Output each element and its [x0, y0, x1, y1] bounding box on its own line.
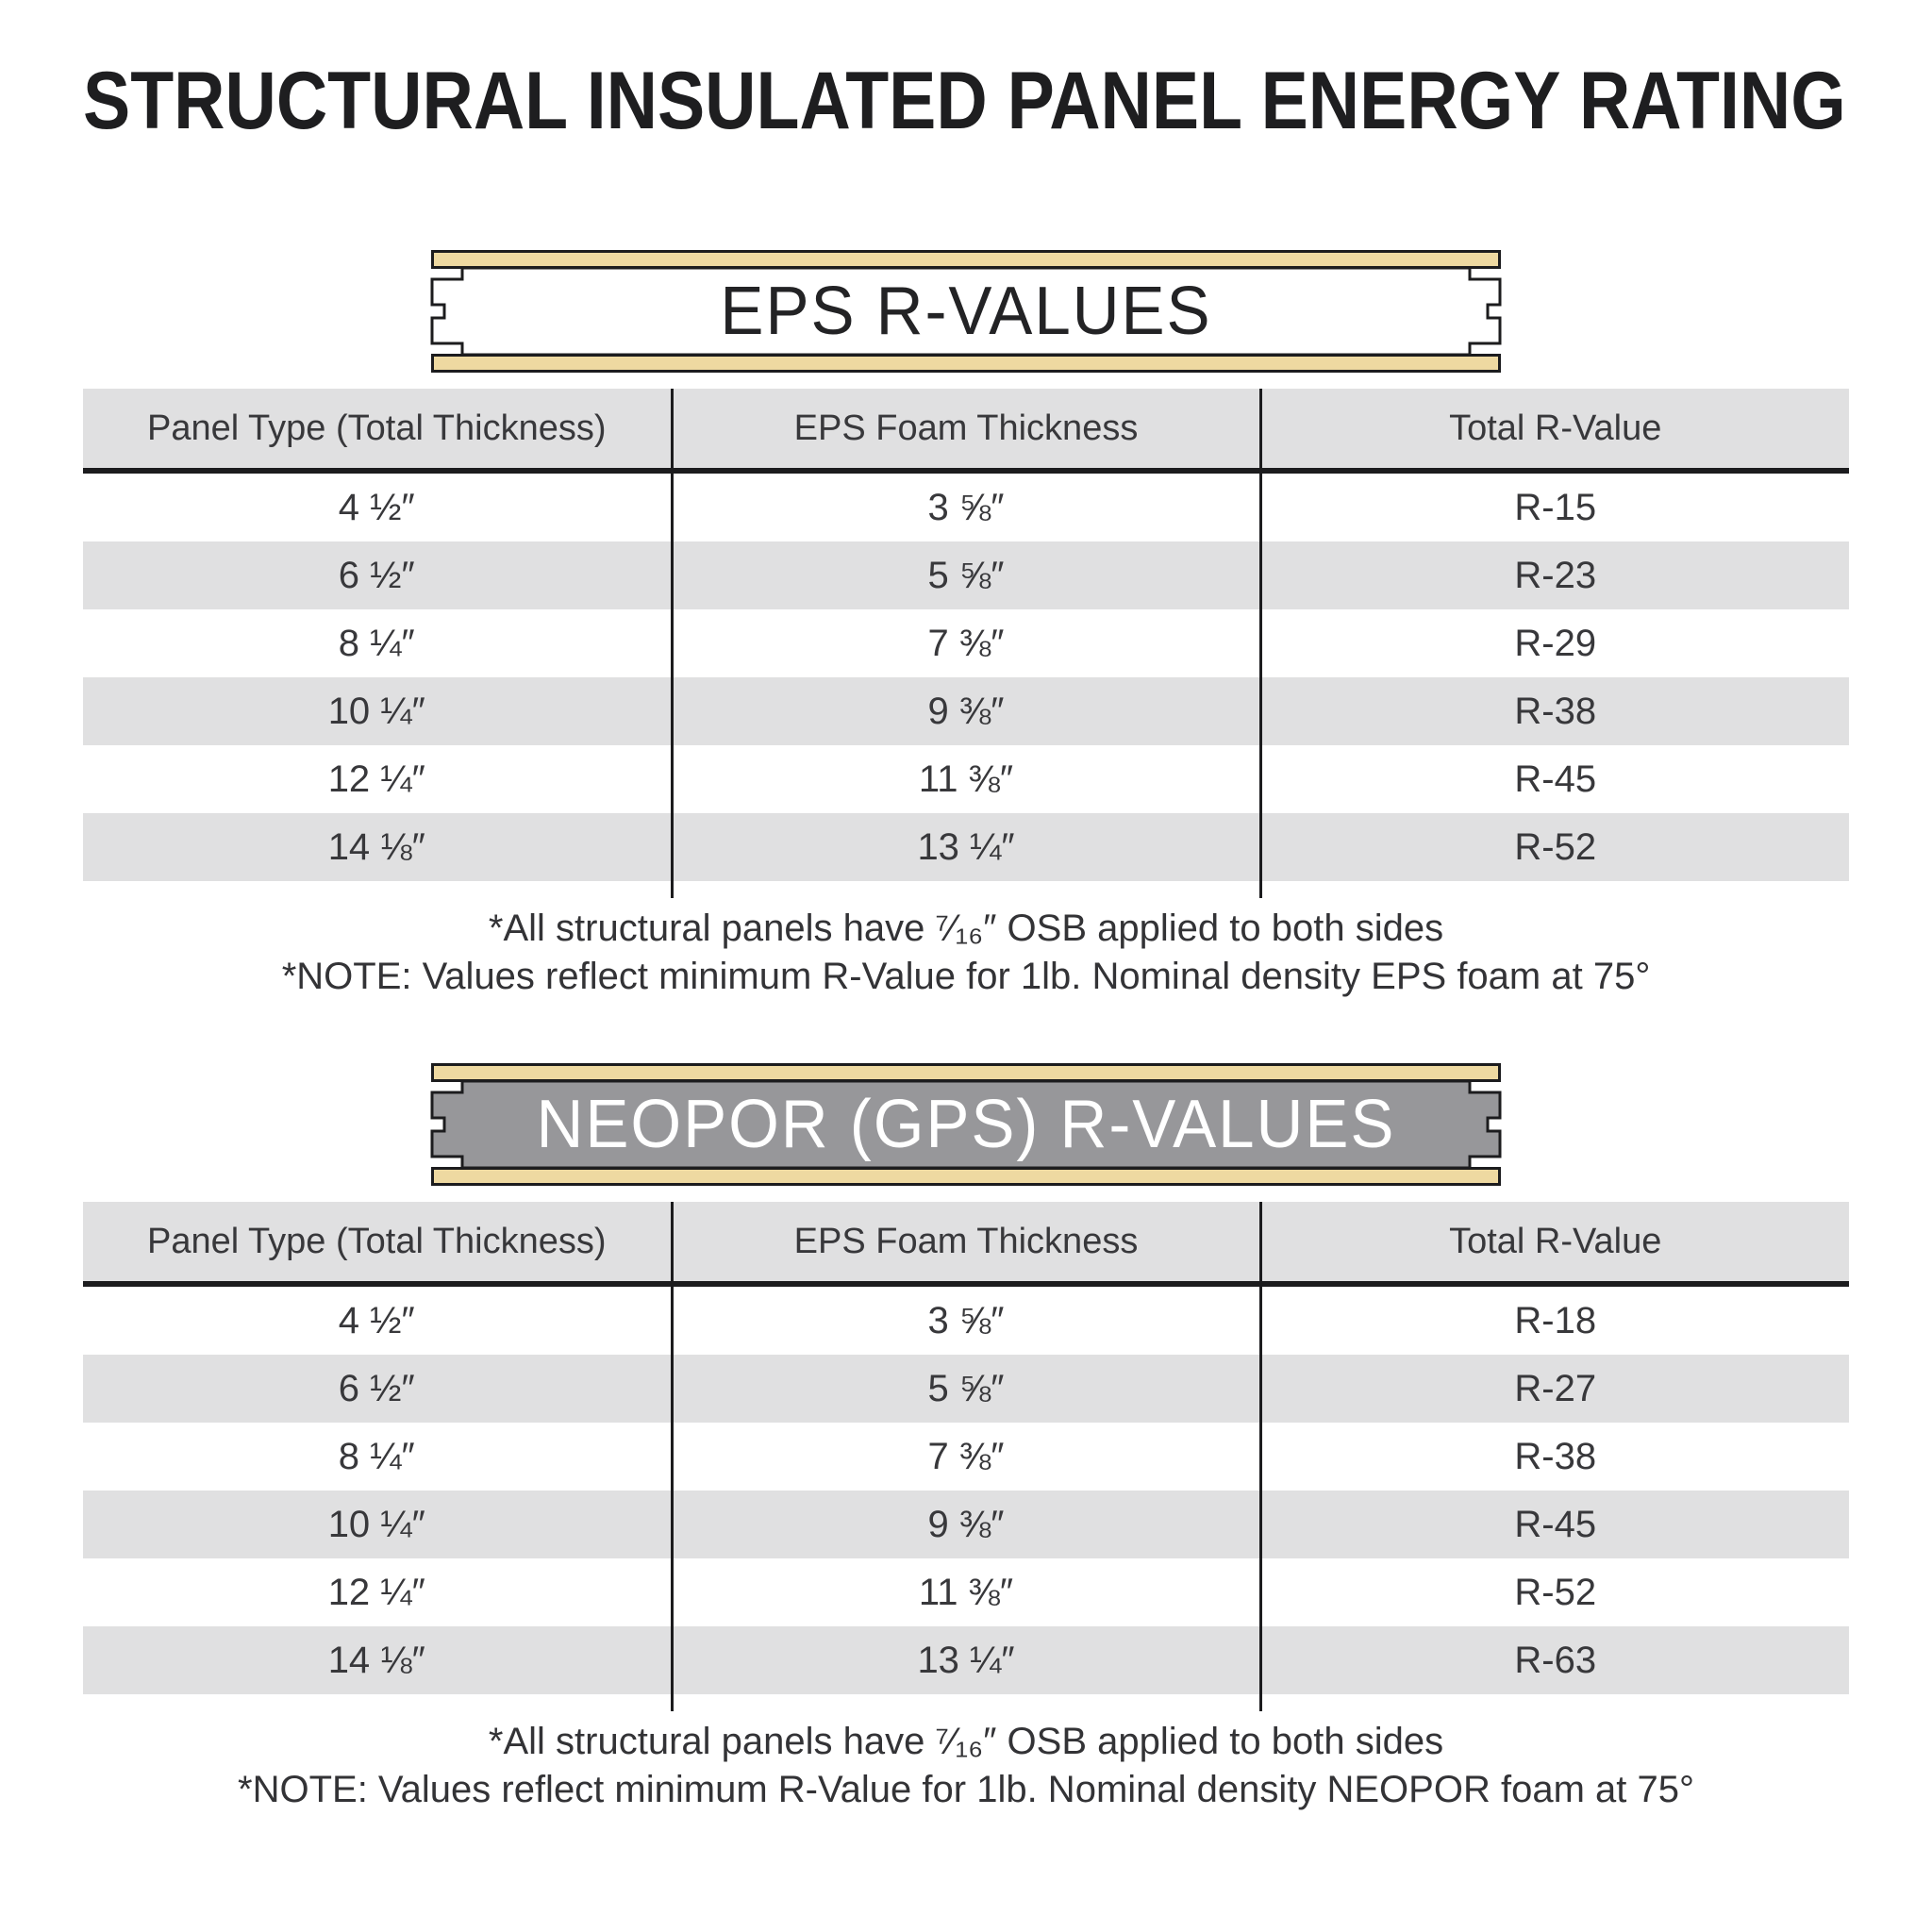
footnote-note: *NOTE: Values reflect minimum R-Value fo…	[281, 956, 1651, 997]
cell-foam-thickness: 3 ⅝″	[670, 1284, 1260, 1355]
col-header-total-r-value: Total R-Value	[1258, 389, 1849, 471]
cell-panel-type: 12 ¼″	[327, 758, 425, 800]
cell-foam-thickness: 9 ⅜″	[670, 1491, 1260, 1558]
footnote-osb: *All structural panels have ⁷⁄₁₆″ OSB ap…	[488, 1721, 1444, 1762]
cell-total-r-value: R-18	[1258, 1284, 1849, 1355]
cell-total-r-value: R-45	[1258, 1491, 1849, 1558]
cell-total-r-value: R-27	[1258, 1355, 1849, 1423]
table-header-row: Panel Type (Total Thickness) EPS Foam Th…	[83, 389, 1849, 471]
eps-banner: EPS R-VALUES	[428, 247, 1504, 375]
table-row: 10 ¼″ 9 ⅜″ R-45	[83, 1491, 1849, 1558]
col-header-foam-thickness: EPS Foam Thickness	[670, 389, 1260, 471]
cell-panel-type: 10 ¼″	[83, 677, 672, 745]
neopor-rating-table: Panel Type (Total Thickness) EPS Foam Th…	[83, 1202, 1849, 1711]
cell-foam-thickness: 3 ⅝″	[670, 471, 1260, 541]
col-header-panel-type: Panel Type (Total Thickness)	[83, 1202, 672, 1284]
table-row: 14 ⅛″ 13 ¼″ R-52	[83, 813, 1849, 881]
table-row: 4 ½″ 3 ⅝″ R-15	[83, 471, 1849, 541]
cell-foam-thickness: 11 ⅜″	[670, 745, 1260, 813]
divider-extension-row	[83, 1694, 1849, 1711]
table-row: 12 ¼″ 11 ⅜″ R-52	[83, 1558, 1849, 1626]
table-row: 6 ½″ 5 ⅝″ R-23	[83, 541, 1849, 609]
table-row: 4 ½″ 3 ⅝″ R-18	[83, 1284, 1849, 1355]
cell-panel-type: 8 ¼″	[338, 1435, 415, 1477]
table-row: 8 ¼″ 7 ⅜″ R-38	[83, 1423, 1849, 1491]
cell-total-r-value: R-63	[1258, 1626, 1849, 1694]
cell-foam-thickness: 7 ⅜″	[670, 1423, 1260, 1491]
cell-total-r-value: R-15	[1258, 471, 1849, 541]
col-header-panel-type: Panel Type (Total Thickness)	[83, 389, 672, 471]
cell-panel-type: 6 ½″	[83, 541, 672, 609]
cell-panel-type: 12 ¼″	[327, 1571, 425, 1613]
neopor-section: NEOPOR (GPS) R-VALUES Panel Type (Total …	[83, 1060, 1849, 1811]
sip-panel-cross-section-graphic	[430, 1063, 1502, 1186]
cell-foam-thickness: 13 ¼″	[670, 813, 1260, 881]
eps-section: EPS R-VALUES Panel Type (Total Thickness…	[83, 247, 1849, 998]
neopor-banner-title: NEOPOR (GPS) R-VALUES	[536, 1087, 1396, 1162]
col-header-total-r-value: Total R-Value	[1258, 1202, 1849, 1284]
divider-extension-row	[83, 881, 1849, 898]
page-title: STRUCTURAL INSULATED PANEL ENERGY RATING	[83, 0, 1849, 142]
osb-skin-bottom	[431, 354, 1501, 373]
table-row: 12 ¼″ 11 ⅜″ R-45	[83, 745, 1849, 813]
cell-foam-thickness: 5 ⅝″	[670, 541, 1260, 609]
neopor-banner: NEOPOR (GPS) R-VALUES	[428, 1060, 1504, 1189]
cell-total-r-value: R-52	[1258, 813, 1849, 881]
table-row: 10 ¼″ 9 ⅜″ R-38	[83, 677, 1849, 745]
cell-total-r-value: R-23	[1258, 541, 1849, 609]
table-header-row: Panel Type (Total Thickness) EPS Foam Th…	[83, 1202, 1849, 1284]
cell-foam-thickness: 7 ⅜″	[670, 609, 1260, 677]
cell-total-r-value: R-52	[1258, 1558, 1849, 1626]
table-row: 14 ⅛″ 13 ¼″ R-63	[83, 1626, 1849, 1694]
cell-foam-thickness: 9 ⅜″	[670, 677, 1260, 745]
osb-skin-bottom	[431, 1167, 1501, 1186]
cell-total-r-value: R-29	[1258, 609, 1849, 677]
cell-panel-type: 6 ½″	[83, 1355, 672, 1423]
page-title-text: STRUCTURAL INSULATED PANEL ENERGY RATING	[83, 56, 1846, 146]
table-row: 6 ½″ 5 ⅝″ R-27	[83, 1355, 1849, 1423]
cell-total-r-value: R-45	[1258, 745, 1849, 813]
footnote-note: *NOTE: Values reflect minimum R-Value fo…	[238, 1769, 1694, 1810]
cell-panel-type: 14 ⅛″	[83, 1626, 672, 1694]
cell-panel-type: 4 ½″	[338, 486, 415, 528]
footnote-osb: *All structural panels have ⁷⁄₁₆″ OSB ap…	[488, 908, 1444, 949]
cell-panel-type: 14 ⅛″	[83, 813, 672, 881]
cell-panel-type: 8 ¼″	[338, 622, 415, 664]
table-row: 8 ¼″ 7 ⅜″ R-29	[83, 609, 1849, 677]
cell-total-r-value: R-38	[1258, 1423, 1849, 1491]
eps-rating-table: Panel Type (Total Thickness) EPS Foam Th…	[83, 389, 1849, 898]
cell-foam-thickness: 11 ⅜″	[670, 1558, 1260, 1626]
col-header-foam-thickness: EPS Foam Thickness	[670, 1202, 1260, 1284]
eps-banner-title: EPS R-VALUES	[720, 274, 1212, 349]
sip-panel-cross-section-graphic	[430, 250, 1502, 373]
cell-foam-thickness: 5 ⅝″	[670, 1355, 1260, 1423]
page: STRUCTURAL INSULATED PANEL ENERGY RATING…	[83, 0, 1849, 1811]
cell-panel-type: 4 ½″	[338, 1299, 415, 1341]
cell-foam-thickness: 13 ¼″	[670, 1626, 1260, 1694]
cell-panel-type: 10 ¼″	[83, 1491, 672, 1558]
cell-total-r-value: R-38	[1258, 677, 1849, 745]
